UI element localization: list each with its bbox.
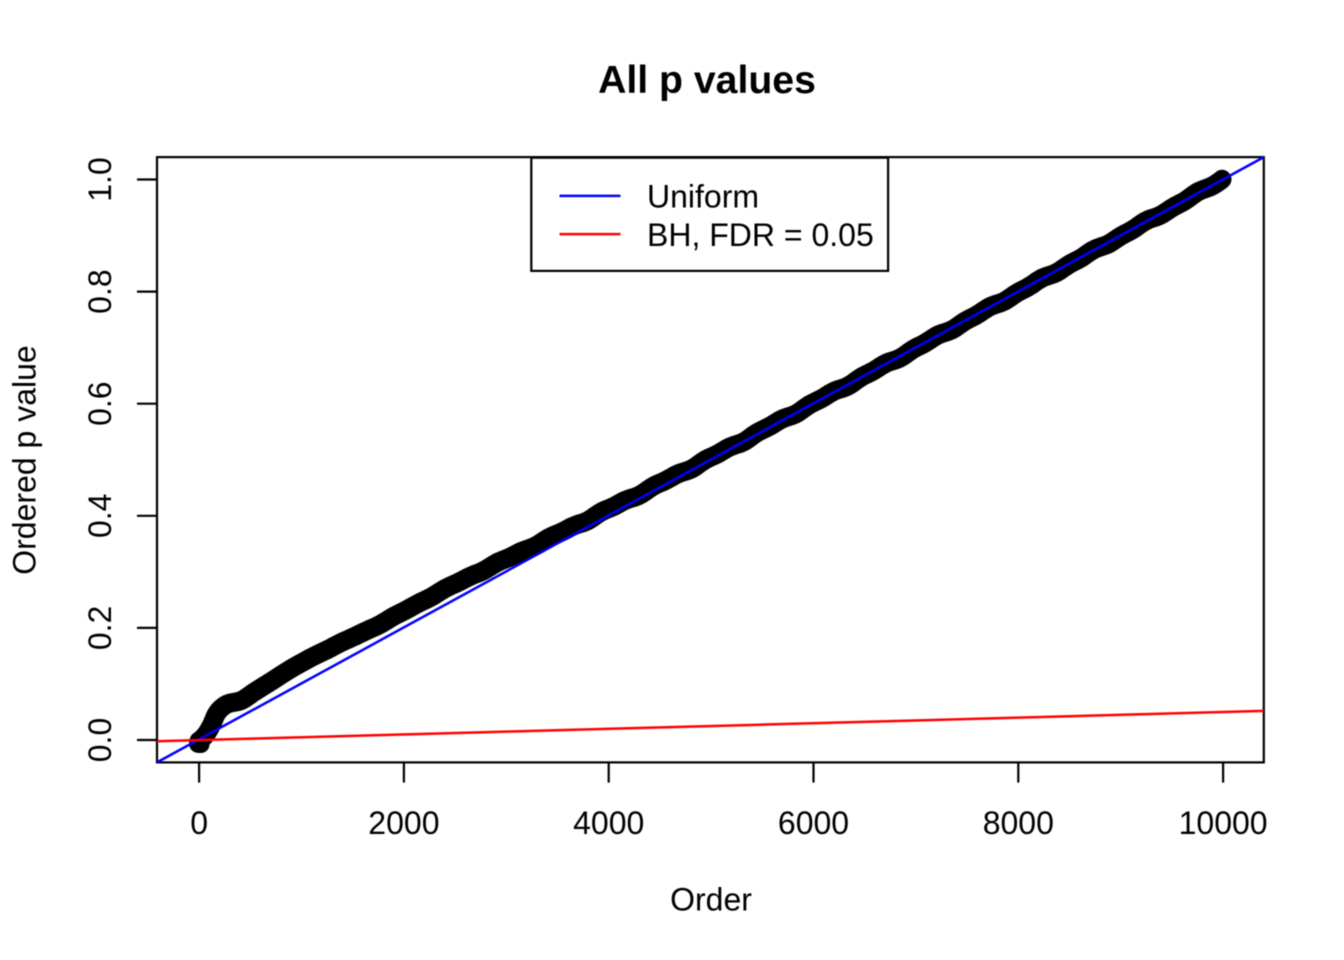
svg-text:0.2: 0.2 [82, 606, 118, 650]
svg-text:0.8: 0.8 [82, 269, 118, 313]
svg-text:Order: Order [670, 882, 752, 918]
svg-text:6000: 6000 [778, 805, 849, 841]
svg-text:1.0: 1.0 [82, 157, 118, 201]
svg-text:BH, FDR = 0.05: BH, FDR = 0.05 [647, 217, 874, 253]
svg-text:0.4: 0.4 [82, 494, 118, 538]
svg-text:2000: 2000 [368, 805, 439, 841]
svg-text:8000: 8000 [983, 805, 1054, 841]
svg-text:0: 0 [190, 805, 208, 841]
svg-text:Uniform: Uniform [647, 179, 759, 215]
svg-text:All p values: All p values [598, 59, 816, 102]
svg-text:10000: 10000 [1179, 805, 1268, 841]
svg-text:0.6: 0.6 [82, 381, 118, 425]
svg-text:0.0: 0.0 [82, 718, 118, 762]
svg-text:4000: 4000 [573, 805, 644, 841]
svg-text:Ordered p value: Ordered p value [7, 345, 43, 574]
